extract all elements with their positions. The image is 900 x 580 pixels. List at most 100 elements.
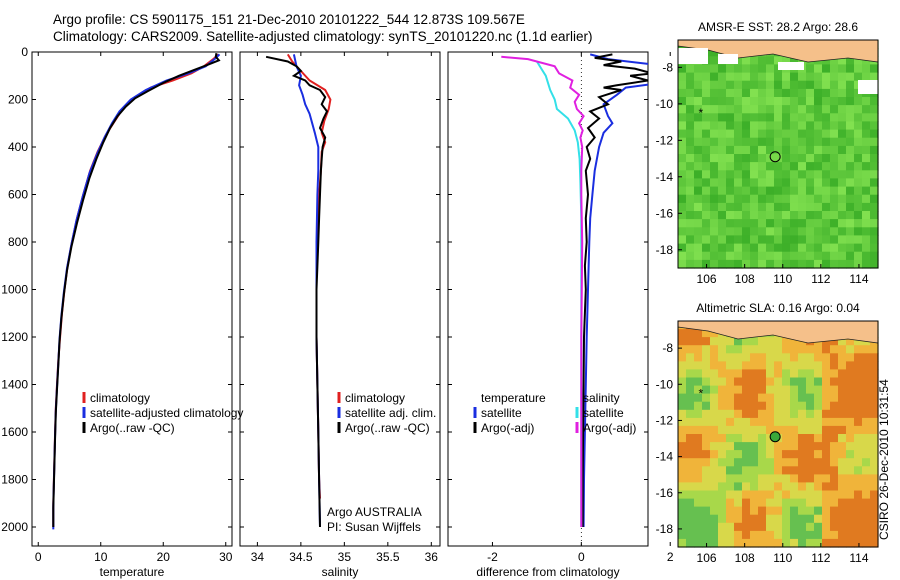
map-cell [766,522,775,532]
map-cell [806,178,815,188]
map-cell [726,385,735,395]
map-cell [846,337,855,346]
map-cell [710,482,719,492]
legend-sal-0: climatology [345,391,405,405]
map-cell [750,97,759,106]
map-cell [846,129,855,139]
map-cell [854,538,863,548]
map-cell [854,434,863,443]
map-cell [686,458,695,467]
map-cell [846,498,855,508]
map-cell [782,401,791,411]
map-cell [862,538,871,548]
map-cell [710,88,719,98]
map-cell [838,137,847,147]
map-cell [862,450,871,459]
map-cell [766,64,775,74]
map-cell [782,202,791,212]
map-cell [694,393,703,403]
map-cell [806,227,815,236]
x-tick-label-difference: -2 [487,550,498,564]
map-cell [790,56,799,65]
map-cell [710,530,719,540]
map-cell [830,530,839,540]
map-cell [774,186,783,196]
map-cell [782,113,791,122]
map-cell [710,337,719,346]
map-cell [694,490,703,500]
map-cell [870,442,879,451]
y-tick-label: 200 [8,93,28,107]
map-cell [686,401,695,411]
map-cell [822,251,831,261]
map-cell [790,506,799,516]
map-cell [758,442,767,451]
map-cell [686,154,695,163]
map-cell [774,178,783,188]
map-cell [838,251,847,261]
map-cell [678,235,687,245]
map-cell [822,385,831,395]
map-cell [782,80,791,90]
map-cell [838,482,847,492]
map-cell [718,154,727,163]
map-cell [686,219,695,228]
map-cell [758,538,767,548]
map-cell [854,186,863,196]
map-cell [678,97,687,106]
map-cell [814,227,823,236]
map-cell [710,178,719,188]
map-cell [838,80,847,90]
map-cell [718,235,727,245]
map-cell [798,259,807,269]
map-cell [806,80,815,90]
map-cell [750,417,759,427]
map-cell [750,219,759,228]
map-cell [678,514,687,524]
map-cell [742,458,751,467]
map-cell [798,474,807,484]
map-cell [830,154,839,163]
map-cell [838,393,847,403]
map-cell [774,170,783,179]
map-cell [846,369,855,379]
map-cell [758,530,767,540]
map-cell [678,64,687,74]
map-cell [710,56,719,65]
map-cell [718,219,727,228]
map-cell [798,227,807,236]
map-cell [758,56,767,65]
map-cell [830,64,839,74]
map-cell [790,113,799,122]
map-cell [766,113,775,122]
map-cell [766,393,775,403]
map-cell [678,361,687,371]
map-cell [718,425,727,435]
map-cell [726,538,735,548]
map-cell [750,425,759,435]
map-cell [694,417,703,427]
map-cell [718,417,727,427]
map-cell [686,369,695,379]
map-cell [734,80,743,90]
map-cell [694,154,703,163]
map-cell [790,154,799,163]
map-cell [734,490,743,500]
map-cell [790,498,799,508]
map-cell [798,88,807,98]
map-cell [678,162,687,171]
map-cell [790,377,799,387]
map-cell [734,121,743,131]
map-cell [734,137,743,147]
map-cell [678,219,687,228]
map-cell [846,211,855,220]
map-cell [814,145,823,155]
map-cell [798,361,807,371]
map-cell [846,178,855,188]
map-cell [830,121,839,131]
x-tick-label-salinity: 35 [338,550,352,564]
map-y-tick-label-sla: -16 [656,486,674,500]
map-cell [734,56,743,65]
map-cell [838,369,847,379]
map-cell [774,202,783,212]
